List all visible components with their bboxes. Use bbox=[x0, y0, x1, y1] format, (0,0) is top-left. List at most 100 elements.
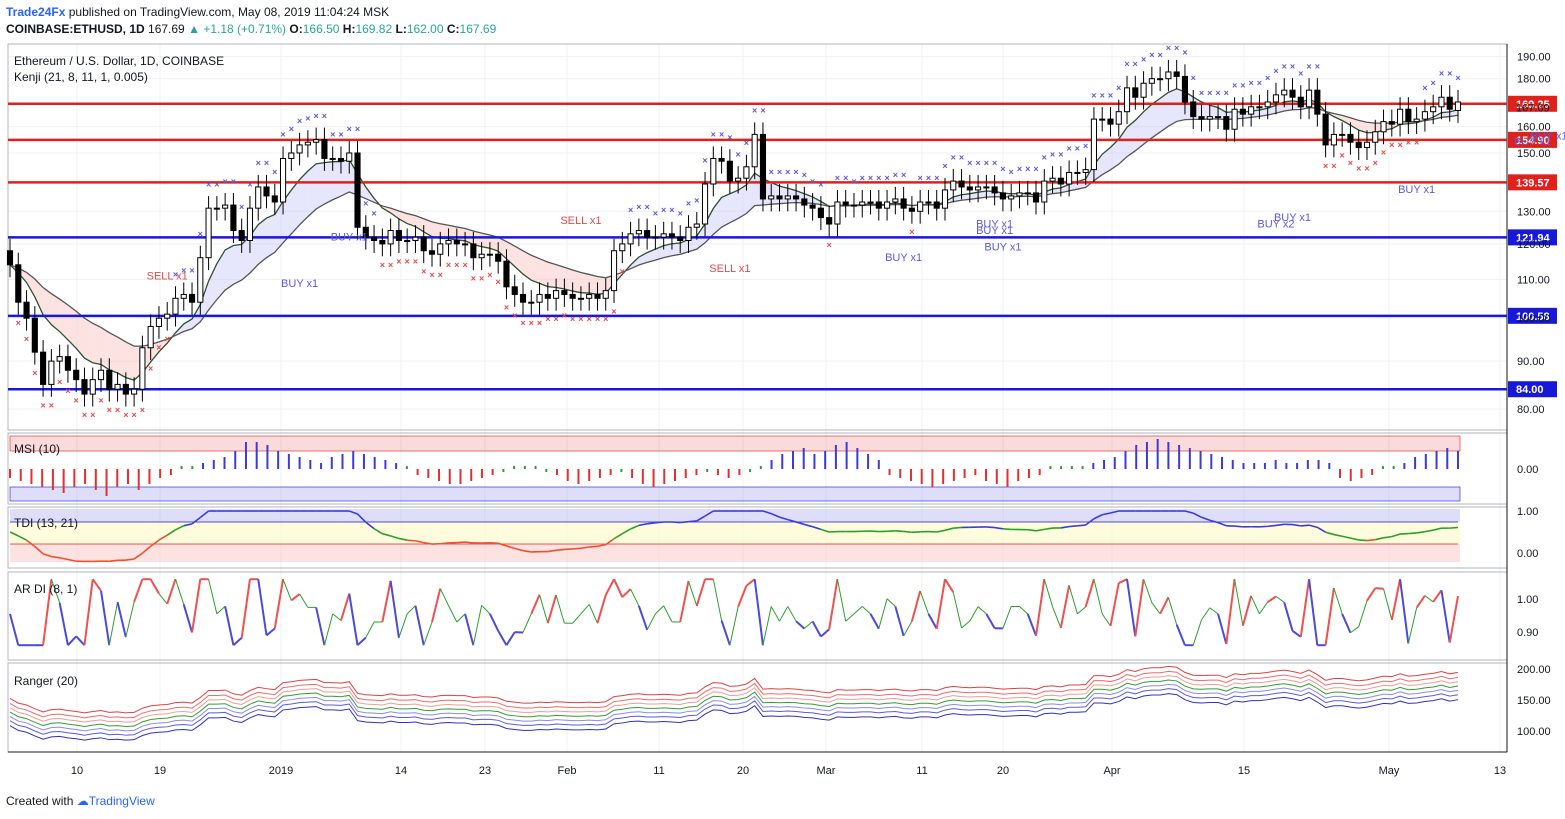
ardi-line-segment bbox=[1399, 579, 1410, 644]
candle-body bbox=[1107, 118, 1114, 125]
ardi-line-segment bbox=[175, 579, 185, 605]
tdi-line-segment bbox=[1333, 533, 1343, 538]
sell-marker: × bbox=[1331, 161, 1336, 171]
tdi-line-segment bbox=[820, 528, 830, 533]
ranger-title: Ranger (20) bbox=[14, 674, 78, 688]
tdi-line-segment bbox=[390, 535, 400, 540]
y-tick-label: 190.00 bbox=[1517, 52, 1551, 64]
buy-marker: × bbox=[363, 199, 368, 209]
ardi-line-segment bbox=[969, 606, 979, 622]
ardi-line-segment bbox=[348, 593, 359, 646]
buy-marker: × bbox=[934, 173, 939, 183]
candle-body bbox=[908, 207, 915, 212]
ardi-line-segment bbox=[952, 592, 963, 629]
sell-marker: × bbox=[396, 256, 401, 266]
ardi-line-segment bbox=[903, 621, 913, 637]
kenji-fill bbox=[291, 179, 300, 234]
kenji-fill bbox=[1441, 111, 1450, 118]
publisher-name[interactable]: Trade24Fx bbox=[6, 5, 66, 19]
ardi-line-segment bbox=[1217, 613, 1228, 645]
candle-body bbox=[817, 207, 824, 219]
buy-marker: × bbox=[1224, 88, 1229, 98]
kenji-fill bbox=[663, 243, 672, 258]
y-tick-label: 160.00 bbox=[1517, 122, 1551, 134]
kenji-fill bbox=[233, 244, 242, 285]
buy-marker: × bbox=[661, 205, 666, 215]
buy-marker: × bbox=[1431, 78, 1436, 88]
buy-marker: × bbox=[1083, 141, 1088, 151]
kenji-fill bbox=[1060, 184, 1070, 193]
kenji-fill bbox=[440, 223, 449, 239]
buy-marker: × bbox=[305, 114, 310, 124]
candle-body bbox=[346, 152, 353, 162]
ardi-line-segment bbox=[1043, 579, 1054, 607]
candle-body bbox=[6, 250, 14, 266]
tdi-line-segment bbox=[150, 539, 160, 547]
kenji-fill bbox=[1110, 139, 1119, 170]
candle-body bbox=[1132, 87, 1139, 98]
ardi-line-segment bbox=[505, 631, 516, 646]
buy-marker: × bbox=[884, 173, 889, 183]
buy-marker: × bbox=[818, 179, 823, 189]
buy-marker: × bbox=[1232, 80, 1237, 90]
candle-body bbox=[420, 236, 427, 252]
buy-marker: × bbox=[1091, 90, 1096, 100]
candle-body bbox=[296, 144, 303, 154]
level-label-box bbox=[1508, 95, 1557, 112]
tdi-line-segment bbox=[26, 539, 36, 548]
candle-body bbox=[784, 195, 791, 200]
candle-body bbox=[925, 201, 932, 204]
tdi-line-segment bbox=[621, 528, 631, 535]
sell-marker: × bbox=[570, 314, 575, 324]
tdi-line-segment bbox=[795, 521, 805, 526]
buy-marker: × bbox=[1124, 59, 1129, 69]
kenji-fill bbox=[241, 236, 250, 281]
tdi-line-segment bbox=[456, 541, 466, 544]
kenji-fill bbox=[1358, 120, 1367, 133]
ardi-line-segment bbox=[158, 593, 168, 605]
ardi-line-segment bbox=[655, 605, 665, 615]
ardi-title: AR DI (8, 1) bbox=[14, 582, 77, 596]
buy-marker: × bbox=[810, 176, 815, 186]
candle-body bbox=[1140, 82, 1147, 98]
tdi-line-segment bbox=[1002, 528, 1012, 531]
candle-body bbox=[404, 240, 411, 243]
tdi-line-segment bbox=[1217, 521, 1227, 527]
ardi-line-segment bbox=[555, 594, 565, 624]
buy-marker: × bbox=[926, 173, 931, 183]
sell-marker: × bbox=[1414, 138, 1419, 148]
kenji-fill bbox=[729, 190, 739, 223]
ardi-line-segment bbox=[381, 580, 392, 623]
candle-body bbox=[544, 293, 551, 299]
ardi-line-segment bbox=[795, 620, 806, 630]
candle-body bbox=[462, 243, 469, 246]
ardi-line-segment bbox=[1407, 607, 1418, 644]
sell-annotation: SELL x1 bbox=[147, 270, 188, 282]
sell-marker: × bbox=[587, 314, 592, 324]
ardi-line-segment bbox=[663, 605, 673, 623]
tradingview-link[interactable]: TradingView bbox=[88, 794, 155, 808]
sell-marker: × bbox=[115, 405, 120, 415]
level-label: 154.90 bbox=[1516, 135, 1550, 147]
tdi-line-segment bbox=[597, 543, 606, 548]
buy-marker: × bbox=[1249, 78, 1254, 88]
pane-titles: Ethereum / U.S. Dollar, 1D, COINBASE Ken… bbox=[14, 54, 224, 688]
sell-marker: × bbox=[454, 260, 459, 270]
candles[interactable] bbox=[6, 59, 1462, 407]
tdi-line-segment bbox=[1234, 525, 1243, 528]
ardi-line-segment bbox=[1283, 602, 1294, 632]
candle-body bbox=[1248, 106, 1255, 115]
kenji-fill bbox=[1259, 108, 1268, 117]
buy-marker: × bbox=[222, 176, 227, 186]
ardi-line-segment bbox=[836, 579, 847, 622]
candle-body bbox=[1074, 171, 1081, 174]
ardi-line-segment bbox=[414, 605, 425, 646]
buy-marker: × bbox=[1133, 59, 1138, 69]
candle-body bbox=[610, 250, 618, 292]
sell-marker: × bbox=[1364, 163, 1369, 173]
sell-marker: × bbox=[107, 405, 112, 415]
tdi-line-segment bbox=[655, 521, 664, 524]
candle-body bbox=[1066, 171, 1073, 185]
tradingview-cloud-icon: ☁ bbox=[76, 794, 89, 808]
